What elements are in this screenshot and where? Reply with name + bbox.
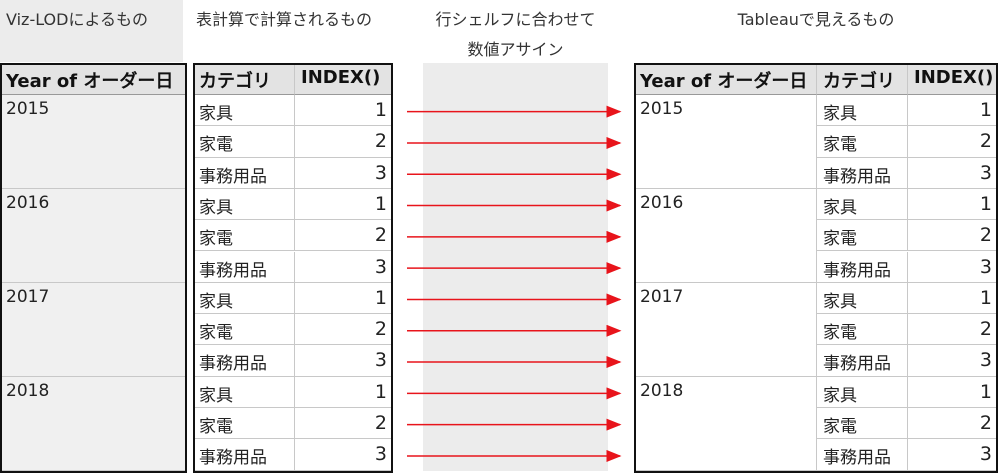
category-cell: 家具 (817, 95, 908, 127)
year-cell: 2017 (634, 282, 817, 377)
category-cell: 家電 (193, 408, 295, 440)
category-cell: 家具 (817, 188, 908, 221)
category-cell: 家具 (193, 188, 295, 221)
index-cell: 1 (295, 189, 393, 221)
category-cell: 事務用品 (193, 345, 295, 377)
viz-lod-title: Viz-LODによるもの (6, 10, 148, 29)
index-cell: 2 (295, 220, 393, 252)
category-cell: 事務用品 (817, 345, 908, 377)
category-cell: 家電 (193, 314, 295, 346)
index-cell: 1 (908, 283, 998, 315)
category-cell: 家電 (193, 126, 295, 158)
assign-title-2: 数値アサイン (467, 40, 564, 59)
index-cell: 2 (295, 126, 393, 158)
year-cell: 2018 (0, 376, 187, 471)
category-cell: 家具 (193, 95, 295, 127)
viz-lod-title-bg (0, 0, 183, 62)
index-cell: 3 (295, 345, 393, 377)
year-cell: 2016 (0, 188, 187, 283)
year-cell: 2016 (634, 188, 817, 283)
index-cell: 2 (908, 126, 998, 158)
index-cell: 3 (908, 158, 998, 189)
index-cell: 3 (908, 345, 998, 377)
index-cell: 1 (908, 95, 998, 127)
table-calc-title: 表計算で計算されるもの (196, 10, 373, 29)
index-cell: 2 (295, 408, 393, 440)
tb-header: カテゴリ (817, 63, 908, 95)
year-cell: 2018 (634, 376, 817, 471)
assign-strip (423, 63, 608, 471)
index-cell: 3 (295, 439, 393, 471)
category-cell: 家電 (817, 220, 908, 252)
category-cell: 事務用品 (193, 157, 295, 189)
index-cell: 1 (295, 95, 393, 127)
category-cell: 事務用品 (193, 439, 295, 471)
assign-title-1: 行シェルフに合わせて (435, 10, 596, 29)
category-cell: 家電 (817, 408, 908, 440)
category-cell: 家具 (193, 376, 295, 408)
category-cell: 事務用品 (817, 251, 908, 283)
category-cell: 家電 (817, 314, 908, 346)
tableau-title: Tableauで見えるもの (737, 10, 895, 29)
category-cell: 家電 (817, 126, 908, 158)
index-cell: 1 (295, 283, 393, 315)
index-cell: 1 (295, 377, 393, 408)
index-cell: 2 (908, 408, 998, 440)
index-cell: 3 (295, 252, 393, 283)
index-cell: 1 (908, 377, 998, 408)
category-cell: 事務用品 (817, 439, 908, 471)
category-cell: 家電 (193, 220, 295, 252)
index-cell: 2 (295, 314, 393, 346)
tc-header: INDEX() (295, 63, 393, 95)
index-cell: 3 (908, 252, 998, 283)
year-cell: 2017 (0, 282, 187, 377)
index-cell: 2 (908, 314, 998, 346)
index-cell: 3 (908, 439, 998, 471)
tb-header: INDEX() (908, 63, 998, 95)
tc-header: カテゴリ (193, 63, 295, 95)
category-cell: 家具 (817, 282, 908, 315)
year-cell: 2015 (634, 95, 817, 189)
viz-lod-header: Year of オーダー日 (0, 63, 187, 95)
category-cell: 家具 (193, 282, 295, 315)
tb-header: Year of オーダー日 (634, 63, 817, 95)
index-cell: 1 (908, 189, 998, 221)
year-cell: 2015 (0, 95, 187, 189)
category-cell: 事務用品 (193, 251, 295, 283)
index-cell: 2 (908, 220, 998, 252)
category-cell: 事務用品 (817, 157, 908, 189)
category-cell: 家具 (817, 376, 908, 408)
index-cell: 3 (295, 158, 393, 189)
